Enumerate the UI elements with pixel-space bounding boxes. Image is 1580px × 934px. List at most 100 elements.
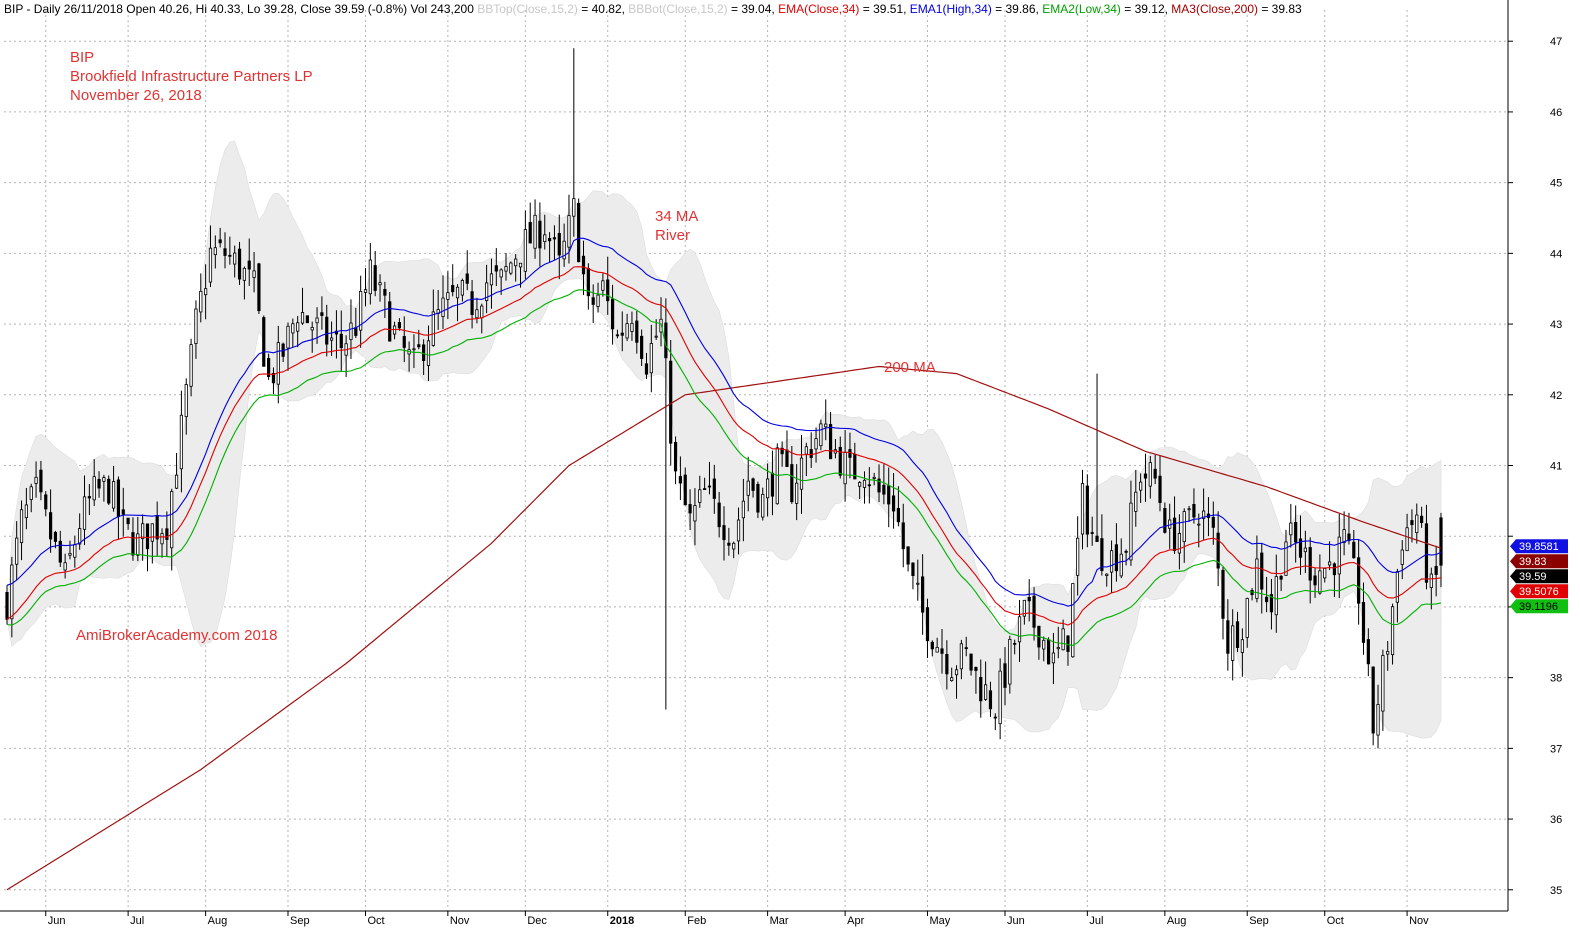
candle-body-33: [165, 528, 169, 540]
candle-body-241: [1172, 517, 1177, 552]
candle-body-109: [533, 214, 537, 249]
candle-body-258: [1255, 558, 1259, 599]
candle-body-162: [790, 464, 794, 503]
candle-body-190: [925, 607, 930, 642]
candle-body-208: [1013, 642, 1017, 645]
candle-body-233: [1134, 491, 1138, 512]
header-part-8: = 39.86,: [992, 2, 1042, 16]
candle-body-167: [814, 438, 818, 450]
badge-shape-0: [1510, 539, 1568, 554]
ema-high-line: [6, 237, 1442, 607]
candle-body-16: [82, 496, 87, 530]
candle-body-56: [276, 342, 280, 385]
candle-body-6: [34, 476, 38, 484]
river-label-line2: River: [655, 227, 690, 244]
candle-body-5: [29, 486, 33, 500]
header-part-2: = 40.82,: [578, 2, 628, 16]
watermark: AmiBrokerAcademy.com 2018: [76, 627, 277, 644]
candle-body-242: [1177, 533, 1181, 554]
candle-body-200: [974, 666, 978, 671]
candle-body-127: [620, 332, 624, 336]
x-tick-label-16: Oct: [1327, 915, 1344, 927]
header-part-9: EMA2(Low,34): [1042, 2, 1121, 16]
candle-body-244: [1187, 508, 1191, 511]
candle-body-283: [1376, 704, 1380, 736]
header-part-12: = 39.83: [1258, 2, 1302, 16]
candle-body-75: [368, 259, 372, 295]
candle-body-69: [339, 333, 343, 349]
candle-body-12: [63, 562, 67, 571]
candle-body-199: [969, 653, 973, 671]
x-tick-label-17: Nov: [1409, 915, 1429, 927]
candle-body-64: [315, 317, 319, 324]
candle-body-237: [1153, 468, 1157, 479]
candle-body-151: [736, 519, 741, 542]
x-tick-label-4: Oct: [368, 915, 385, 927]
candle-body-52: [257, 263, 261, 312]
candle-body-201: [979, 677, 983, 702]
y-tick-label-0: 47: [1550, 36, 1562, 48]
badge-shape-3: [1510, 584, 1568, 599]
candle-body-254: [1235, 621, 1240, 648]
candle-body-72: [354, 327, 358, 336]
candle-body-293: [1424, 523, 1429, 583]
candle-body-243: [1182, 511, 1186, 542]
candle-body-129: [630, 322, 634, 332]
moving-average-lines: [6, 237, 1442, 891]
candle-body-78: [383, 289, 387, 296]
candle-body-189: [921, 576, 925, 613]
candle-body-157: [766, 478, 770, 499]
candle-body-92: [451, 285, 455, 293]
candle-body-236: [1148, 462, 1152, 487]
y-tick-label-1: 46: [1550, 107, 1562, 119]
candle-body-230: [1119, 553, 1123, 577]
candle-body-255: [1240, 639, 1244, 653]
candle-body-94: [460, 280, 464, 296]
candle-body-211: [1027, 596, 1031, 602]
candle-body-247: [1202, 510, 1206, 519]
candle-body-116: [567, 215, 571, 248]
candle-body-260: [1264, 596, 1269, 603]
candle-body-185: [901, 522, 905, 550]
candle-body-48: [237, 248, 242, 280]
candle-body-0: [5, 592, 9, 620]
candle-body-47: [233, 252, 237, 265]
candle-body-39: [194, 308, 198, 344]
candle-body-84: [412, 348, 416, 351]
candle-body-4: [24, 504, 28, 519]
candle-body-66: [325, 316, 329, 345]
candle-body-288: [1400, 549, 1404, 565]
candle-body-238: [1158, 475, 1162, 503]
candle-body-58: [286, 325, 290, 349]
candle-body-158: [770, 472, 775, 497]
candle-body-261: [1269, 594, 1274, 613]
candle-body-37: [184, 384, 188, 418]
candle-body-128: [625, 323, 629, 339]
candle-body-65: [320, 312, 324, 316]
candle-body-103: [504, 266, 508, 272]
candle-body-269: [1308, 547, 1312, 581]
candle-body-23: [116, 479, 121, 518]
candle-body-212: [1032, 595, 1036, 628]
x-tick-label-12: Jun: [1007, 915, 1025, 927]
candlesticks: [5, 48, 1443, 749]
candle-body-172: [838, 446, 842, 476]
badge-label-0: 39.8581: [1519, 541, 1559, 553]
badge-shape-1: [1510, 554, 1568, 569]
candle-body-88: [431, 311, 435, 346]
x-tick-label-6: Dec: [527, 915, 547, 927]
candle-body-231: [1124, 550, 1128, 553]
candle-body-289: [1405, 527, 1409, 552]
axes: [0, 0, 1509, 912]
y-tick-label-5: 42: [1550, 390, 1562, 402]
candle-body-205: [998, 670, 1002, 725]
candle-body-198: [964, 647, 968, 650]
candle-body-62: [305, 315, 309, 324]
ema-close-line: [6, 266, 1442, 626]
candle-body-28: [141, 523, 145, 539]
x-tick-label-9: Mar: [770, 915, 789, 927]
candle-body-45: [223, 248, 227, 256]
candle-body-286: [1390, 606, 1395, 656]
candle-body-161: [785, 449, 789, 467]
candle-body-21: [107, 478, 111, 504]
